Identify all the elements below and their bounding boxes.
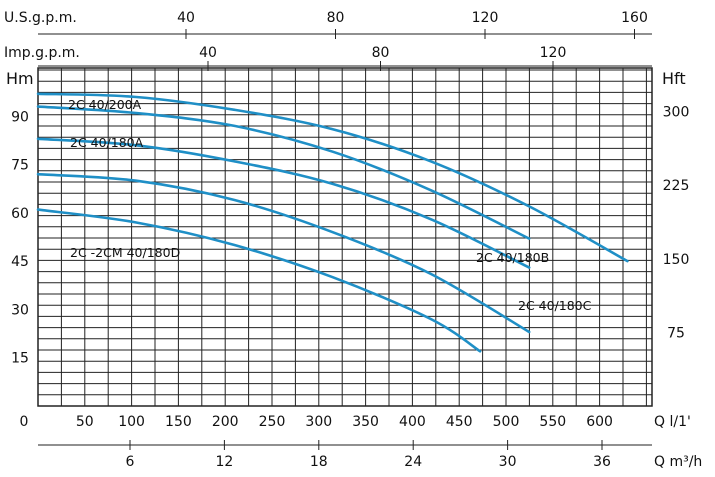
curve-label: 2C 40/180B (476, 250, 549, 265)
y-tick-label: 45 (11, 254, 29, 270)
m3h-tick-label: 6 (126, 454, 135, 470)
curve-labels: 2C 40/200A 2C 40/180A 2C 40/180B 2C 40/180C… (68, 97, 592, 313)
usgpm-tick-label: 40 (177, 10, 195, 26)
y-tick-label: 15 (11, 351, 29, 367)
m3h-tick-label: 18 (310, 454, 328, 470)
x-tick-label: 200 (212, 414, 239, 430)
curve-label: 2C 40/180A (70, 135, 144, 150)
plot-frame (37, 67, 653, 407)
usgpm-tick-label: 160 (621, 10, 648, 26)
x-tick-label: 550 (539, 414, 566, 430)
m3h-tick-label: 12 (215, 454, 233, 470)
x-tick-label: 50 (76, 414, 94, 430)
m3h-axis-label: Q m³/h (654, 454, 702, 470)
right-tick-label: 225 (663, 178, 690, 194)
x-axis-label: Q l/1' (654, 414, 691, 430)
y-tick-label: 90 (11, 109, 29, 125)
curve-2c-40-180a (36, 105, 531, 240)
performance-curves (36, 92, 629, 353)
m3h-tick-label: 36 (593, 454, 611, 470)
x-tick-label: 250 (259, 414, 286, 430)
curve-2c-40-180c (36, 172, 531, 334)
right-tick-label: 300 (663, 105, 690, 121)
curve-label: 2C 40/200A (68, 97, 142, 112)
curve-2c-40-180b (36, 137, 531, 269)
x-tick-label: 150 (165, 414, 192, 430)
m3h-tick-label: 24 (404, 454, 422, 470)
usgpm-tick-label: 80 (327, 10, 345, 26)
x-tick-label: 100 (118, 414, 145, 430)
m3h-tick-label: 30 (499, 454, 517, 470)
curve-2c-40-200a (36, 92, 629, 263)
right-tick-label: 75 (667, 325, 685, 341)
curve-2c-2cm-40-180d (36, 208, 482, 353)
curve-label: 2C -2CM 40/180D (70, 245, 180, 260)
usgpm-tick-label: 120 (472, 10, 499, 26)
y-tick-label: 75 (11, 158, 29, 174)
y-axis-label: Hm (6, 69, 34, 88)
x-tick-label: 350 (352, 414, 379, 430)
usgpm-axis-label: U.S.g.p.m. (4, 10, 77, 26)
right-axis-label: Hft (662, 69, 686, 88)
axes: 0 50 100 150 200 250 300 350 400 450 500 550 600 Q l/… (4, 10, 702, 470)
x-tick-label: 600 (586, 414, 613, 430)
impgpm-tick-label: 40 (199, 45, 217, 61)
curve-label: 2C 40/180C (518, 298, 592, 313)
impgpm-tick-label: 80 (372, 45, 390, 61)
x-tick-label: 400 (399, 414, 426, 430)
impgpm-tick-label: 120 (540, 45, 567, 61)
x-tick-label: 300 (305, 414, 332, 430)
x-tick-label: 450 (446, 414, 473, 430)
x-tick-label: 500 (493, 414, 520, 430)
y-tick-label: 60 (11, 206, 29, 222)
y-tick-label: 30 (11, 302, 29, 318)
x-tick-label: 0 (20, 414, 29, 430)
impgpm-axis-label: Imp.g.p.m. (4, 45, 80, 61)
right-tick-label: 150 (663, 252, 690, 268)
grid (37, 67, 653, 407)
